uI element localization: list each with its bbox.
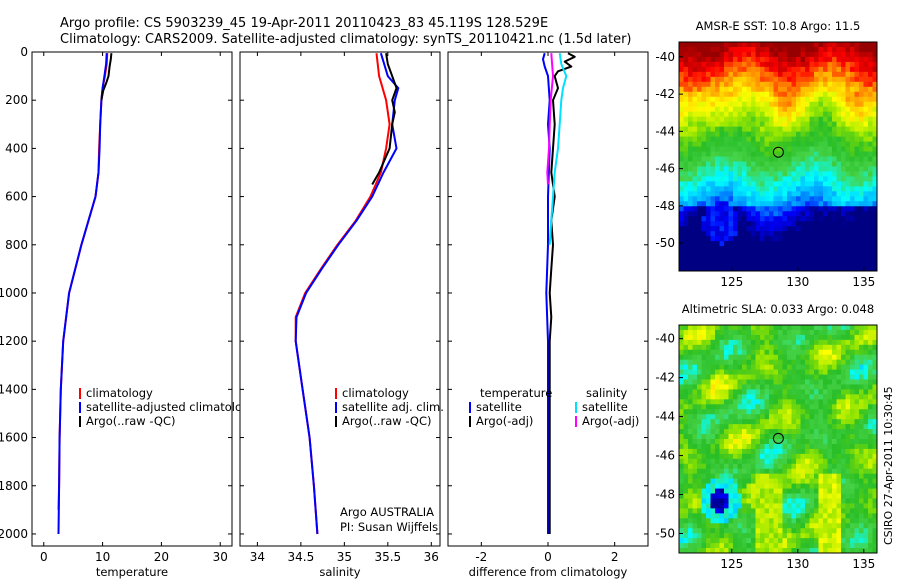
series-line-satellite-adj-clim- <box>294 52 400 535</box>
y-tick-label: 1600 <box>0 431 28 445</box>
x-tick-label: 125 <box>720 557 743 571</box>
credit-pi: PI: Susan Wijffels <box>340 520 438 534</box>
legend-label: Argo(-adj) <box>476 414 533 428</box>
legend-label: Argo(..raw -QC) <box>342 414 432 428</box>
y-tick-label: -40 <box>655 332 675 346</box>
y-tick-label: -48 <box>655 199 675 213</box>
y-tick-label: 0 <box>20 45 28 59</box>
series-line-argo-raw-qc- <box>100 53 113 101</box>
plot-frame <box>239 51 441 547</box>
y-tick-label: -40 <box>655 50 675 64</box>
legend-label: satellite <box>582 400 628 414</box>
y-tick-label: -44 <box>655 124 675 138</box>
x-axis-label: difference from climatology <box>469 565 628 579</box>
figure-title-line1: Argo profile: CS 5903239_45 19-Apr-2011 … <box>60 16 548 31</box>
x-tick-label: 125 <box>720 275 743 289</box>
salinity-profile-chart: 34 34.5 35 35.5 36 salinity climatologysatelli… <box>239 51 444 579</box>
x-tick-label: 135 <box>852 557 875 571</box>
legend-label: satellite-adjusted climatology <box>86 400 256 414</box>
y-tick-label: -44 <box>655 410 675 424</box>
legend-label: temperature <box>480 386 552 400</box>
figure-title-line2: Climatology: CARS2009. Satellite-adjuste… <box>60 32 632 47</box>
x-tick-label: -2 <box>475 550 487 564</box>
temperature-profile-chart: 0 10 20 30 0 200 400 600 800 1000 1200 1400 1600 1800… <box>0 45 256 579</box>
y-tick-label: 1400 <box>0 382 28 396</box>
x-tick-label: 0 <box>544 550 552 564</box>
credit-org: Argo AUSTRALIA <box>340 505 434 519</box>
y-tick-label: 400 <box>5 141 28 155</box>
csiro-timestamp: CSIRO 27-Apr-2011 10:30:45 <box>882 386 895 545</box>
x-tick-label: 0 <box>40 550 48 564</box>
x-tick-label: 130 <box>786 557 809 571</box>
y-tick-label: -46 <box>655 162 675 176</box>
legend-label: Argo(..raw -QC) <box>86 414 176 428</box>
map-frame <box>678 324 878 554</box>
y-tick-label: 800 <box>5 238 28 252</box>
x-tick-label: 135 <box>852 275 875 289</box>
y-tick-label: 1200 <box>0 334 28 348</box>
legend-label: salinity <box>586 386 627 400</box>
x-tick-label: 2 <box>611 550 619 564</box>
series-line-salinity-satellite <box>548 53 568 245</box>
sla-map-chart: Altimetric SLA: 0.033 Argo: 0.048 125 130 1… <box>655 302 878 571</box>
plot-frame <box>31 51 233 547</box>
series-line-satellite-adjusted-climatology <box>57 53 108 535</box>
x-axis-label: salinity <box>319 565 360 579</box>
series-line-salinity-argo-adj- <box>546 53 554 185</box>
x-tick-label: 10 <box>95 550 110 564</box>
x-tick-label: 130 <box>786 275 809 289</box>
y-tick-label: 2000 <box>0 527 28 541</box>
map-frame <box>678 41 878 272</box>
x-tick-label: 34.5 <box>288 550 315 564</box>
y-tick-label: -42 <box>655 87 675 101</box>
y-tick-label: 1800 <box>0 479 28 493</box>
y-tick-label: -42 <box>655 371 675 385</box>
series-line-temperature-satellite <box>542 52 551 534</box>
y-tick-label: 600 <box>5 190 28 204</box>
x-axis-label: temperature <box>96 565 168 579</box>
x-tick-label: 20 <box>154 550 169 564</box>
sst-map-chart: AMSR-E SST: 10.8 Argo: 11.5 125 130 135 -40 -… <box>655 19 878 289</box>
y-tick-label: -46 <box>655 449 675 463</box>
argo-position-marker <box>772 432 784 444</box>
y-tick-label: -50 <box>655 527 675 541</box>
x-tick-label: 36 <box>424 550 439 564</box>
map-title: AMSR-E SST: 10.8 Argo: 11.5 <box>696 19 861 33</box>
x-tick-label: 35.5 <box>374 550 401 564</box>
y-tick-label: 1000 <box>0 286 28 300</box>
map-title: Altimetric SLA: 0.033 Argo: 0.048 <box>682 302 874 316</box>
legend-label: climatology <box>86 386 153 400</box>
x-tick-label: 30 <box>213 550 228 564</box>
legend-label: satellite adj. clim. <box>342 400 444 414</box>
y-tick-label: -48 <box>655 488 675 502</box>
x-tick-label: 34 <box>250 550 265 564</box>
y-tick-label: -50 <box>655 236 675 250</box>
x-tick-label: 35 <box>337 550 352 564</box>
legend-label: climatology <box>342 386 409 400</box>
legend-label: satellite <box>476 400 522 414</box>
y-tick-label: 200 <box>5 93 28 107</box>
series-line-argo-raw-qc- <box>371 53 398 185</box>
argo-position-marker <box>772 146 784 158</box>
legend-label: Argo(-adj) <box>582 414 639 428</box>
